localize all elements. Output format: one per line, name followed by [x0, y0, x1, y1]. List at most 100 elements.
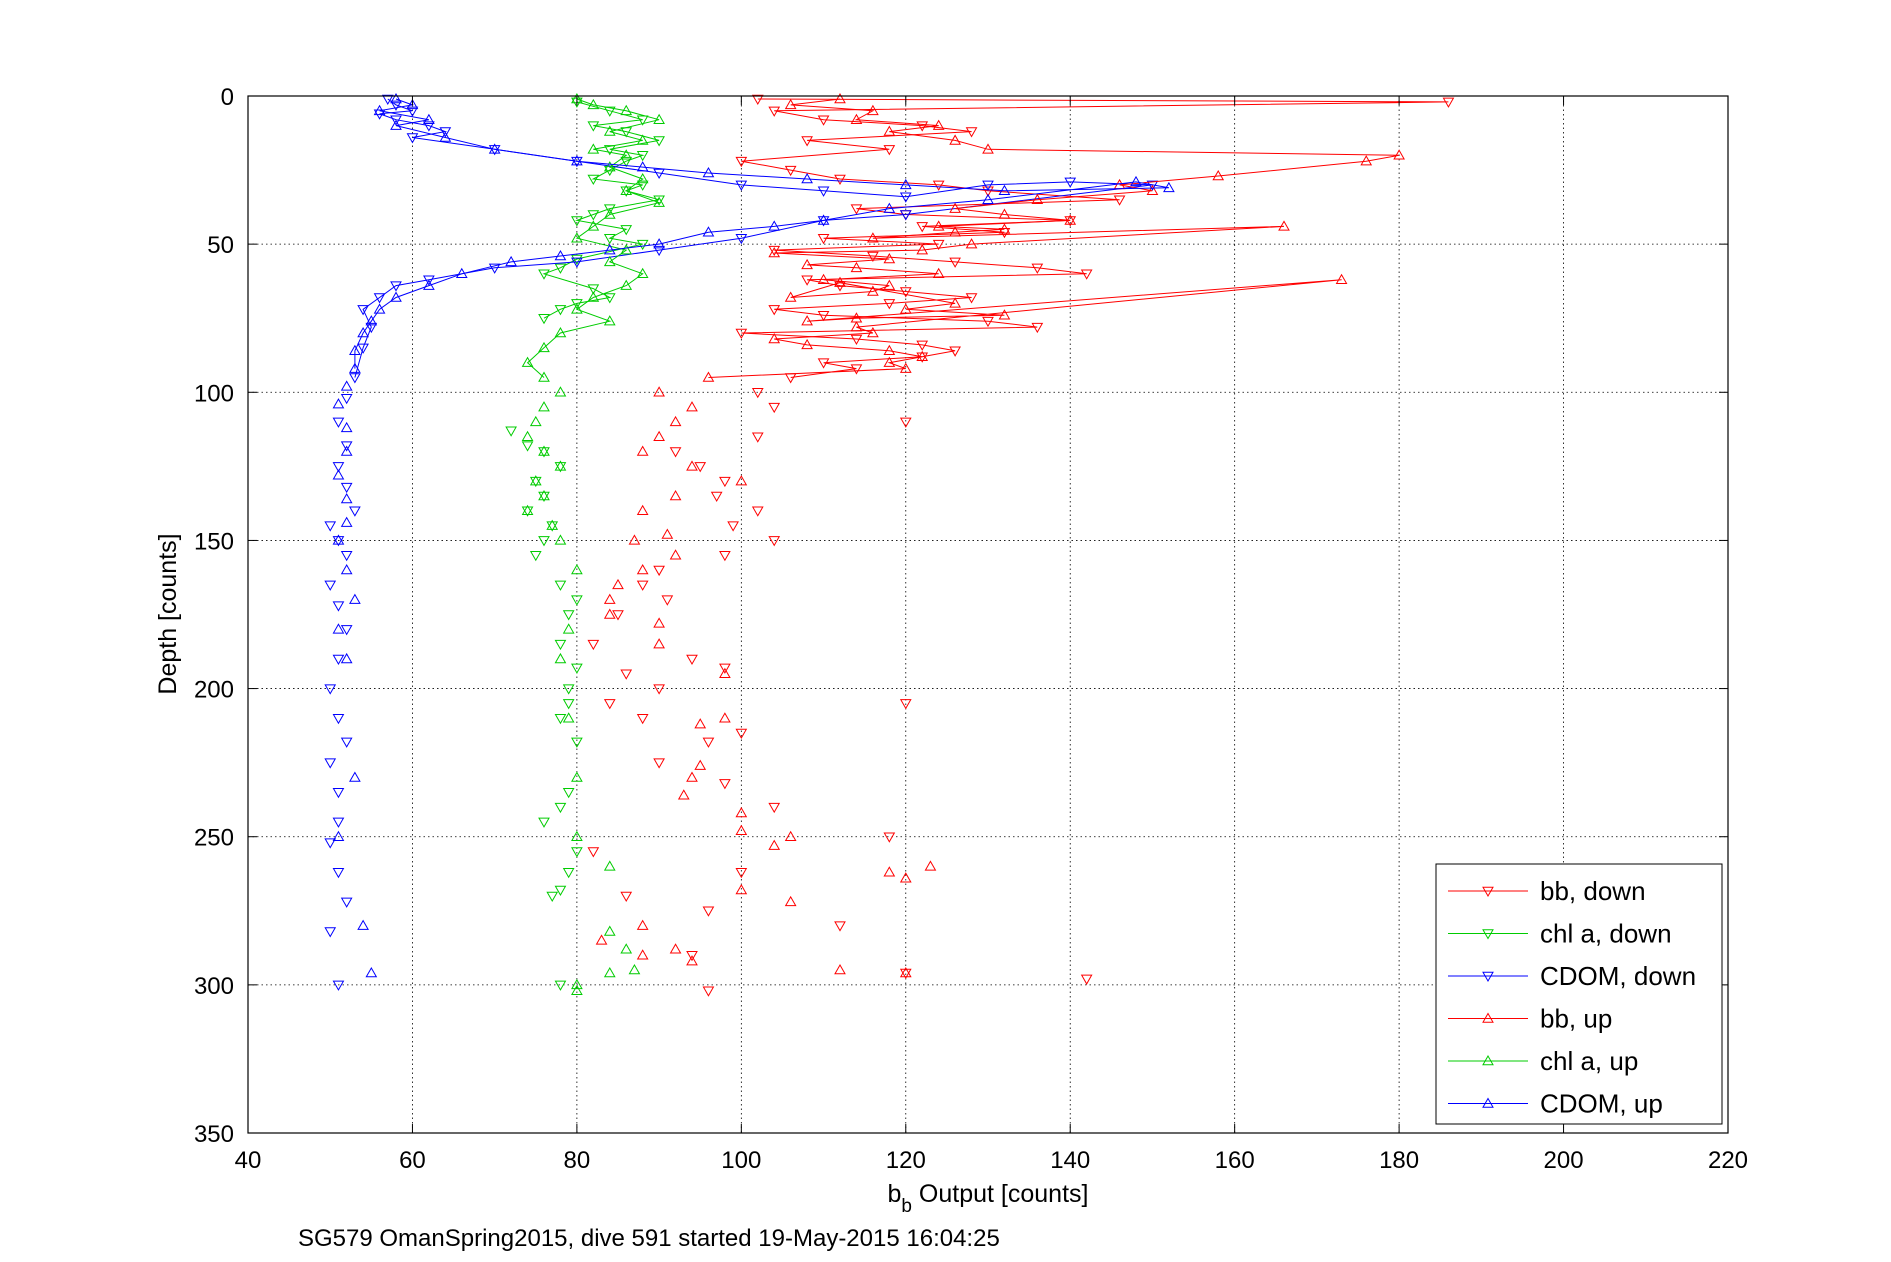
data-point-chl-a-up [587, 291, 600, 302]
series-bb-up [595, 92, 1405, 978]
data-point-bb-down [727, 521, 739, 532]
data-point-chl-a-down [587, 284, 600, 295]
data-point-bb-down [686, 950, 698, 962]
data-point-cdom-up [365, 966, 378, 978]
data-point-chl-a-down [505, 426, 517, 437]
data-point-bb-down [883, 299, 896, 310]
data-point-cdom-up [340, 516, 353, 527]
x-tick-label: 100 [721, 1147, 761, 1174]
data-point-chl-a-up [603, 161, 616, 172]
data-point-bb-down [850, 364, 863, 375]
data-point-bb-up [998, 309, 1011, 320]
data-point-bb-up [834, 276, 846, 287]
data-point-chl-a-up [653, 196, 665, 207]
data-point-chl-a-up [628, 964, 641, 975]
data-point-chl-a-down [538, 817, 550, 828]
data-point-bb-up [883, 866, 896, 877]
data-point-bb-down [694, 462, 707, 473]
data-point-cdom-down [349, 373, 361, 384]
data-point-cdom-down [324, 927, 337, 938]
data-point-bb-down [719, 550, 731, 562]
data-point-cdom-up [332, 398, 345, 409]
data-point-bb-up [949, 226, 961, 237]
data-point-bb-up [735, 475, 748, 486]
data-point-chl-a-down [653, 195, 665, 206]
data-point-bb-down [949, 257, 961, 268]
data-point-cdom-up [357, 919, 369, 930]
data-point-bb-up [916, 244, 929, 255]
data-point-cdom-up [340, 564, 353, 575]
data-point-chl-a-up [554, 386, 567, 397]
x-axis-label-main: b [888, 1180, 902, 1208]
data-point-chl-a-up [636, 134, 649, 145]
data-point-bb-down [603, 699, 616, 710]
data-point-bb-down [735, 328, 748, 340]
data-point-chl-a-down [603, 145, 616, 156]
data-point-cdom-down [332, 462, 345, 473]
data-point-bb-up [653, 430, 665, 441]
data-point-cdom-down [373, 293, 386, 304]
data-point-bb-down [982, 186, 994, 197]
data-point-bb-up [834, 964, 846, 975]
data-point-bb-down [653, 758, 665, 769]
data-point-bb-up [784, 895, 797, 907]
data-point-chl-a-up [587, 98, 600, 110]
data-point-chl-a-down [620, 156, 633, 168]
data-point-bb-down [1031, 322, 1044, 334]
data-point-cdom-up [801, 172, 813, 184]
data-point-cdom-down [324, 684, 337, 695]
data-point-cdom-up [455, 267, 468, 279]
data-point-cdom-up [349, 771, 361, 782]
data-point-cdom-down [817, 186, 830, 197]
data-point-cdom-up [423, 279, 435, 290]
data-point-chl-a-up [571, 771, 583, 782]
data-point-cdom-down [324, 580, 337, 591]
series-cdom-down [324, 94, 1159, 991]
data-point-bb-down [1080, 269, 1093, 280]
data-point-cdom-down [390, 115, 402, 126]
data-point-cdom-up [332, 469, 345, 480]
data-point-chl-a-up [603, 966, 616, 978]
data-point-bb-up [801, 258, 813, 270]
legend: bb, down chl a, down CDOM, down bb, up chl a… [1435, 863, 1723, 1125]
data-point-bb-down [982, 316, 994, 328]
data-point-cdom-down [735, 233, 748, 245]
data-point-bb-up [768, 332, 781, 344]
data-point-cdom-down [340, 482, 353, 494]
y-tick-label: 200 [194, 677, 234, 704]
data-point-bb-up [669, 549, 682, 560]
data-point-cdom-down [340, 897, 353, 908]
data-point-cdom-up [653, 238, 665, 249]
data-point-cdom-up [340, 445, 353, 456]
data-point-bb-up [612, 578, 624, 590]
legend-marker [1482, 1097, 1494, 1108]
data-point-bb-up [735, 884, 748, 895]
data-point-cdom-up [702, 226, 715, 237]
data-point-bb-up [949, 297, 961, 308]
data-point-bb-down [916, 222, 929, 233]
data-point-bb-up [932, 119, 945, 130]
data-point-bb-down [719, 663, 731, 674]
data-point-bb-down [850, 204, 863, 215]
data-point-bb-down [883, 145, 896, 156]
data-point-bb-up [932, 220, 945, 231]
data-point-cdom-up [390, 119, 402, 130]
y-tick-label: 100 [194, 380, 234, 407]
data-point-bb-up [949, 134, 961, 145]
data-point-bb-down [587, 639, 600, 651]
legend-label: chl a, up [1540, 1046, 1638, 1076]
data-point-bb-up [850, 321, 863, 332]
data-point-chl-a-down [571, 737, 583, 748]
data-point-cdom-up [817, 214, 830, 225]
data-point-bb-down [965, 293, 978, 304]
legend-box [1435, 863, 1723, 1125]
data-point-cdom-up [340, 492, 353, 504]
data-point-chl-a-up [603, 255, 616, 267]
data-point-bb-up [603, 593, 616, 604]
x-tick-label: 120 [886, 1147, 926, 1174]
dive-caption: SG579 OmanSpring2015, dive 591 started 1… [298, 1225, 1000, 1252]
data-point-bb-up [702, 371, 715, 382]
data-point-bb-up [603, 608, 616, 619]
y-tick-label: 350 [194, 1121, 234, 1148]
data-point-chl-a-up [538, 401, 550, 412]
